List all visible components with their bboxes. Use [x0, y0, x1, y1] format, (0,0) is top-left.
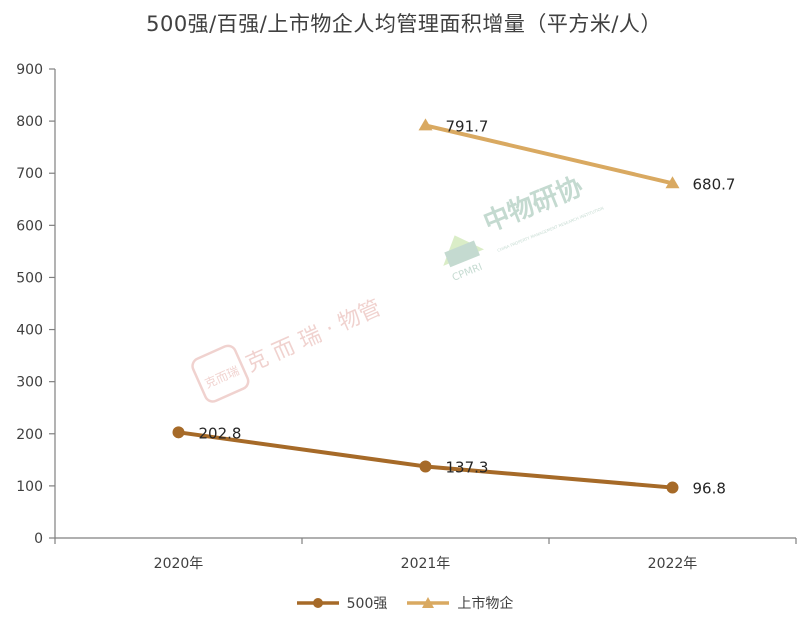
- y-tick-label: 100: [16, 479, 43, 495]
- legend-item-500: 500强: [295, 593, 388, 613]
- legend-label-500: 500强: [346, 596, 388, 612]
- series-0: 202.8 137.3 96.8: [172, 424, 726, 498]
- x-tick-label: 2020年: [154, 556, 204, 572]
- y-tick-label: 700: [16, 166, 43, 182]
- legend-marker-500: [296, 598, 339, 608]
- data-label: 137.3: [446, 458, 489, 476]
- y-tick-label: 600: [16, 218, 43, 234]
- y-tick-label: 400: [16, 323, 43, 339]
- watermark-brand: 中物研协: [479, 172, 587, 239]
- data-label: 96.8: [693, 480, 726, 498]
- y-tick-label: 0: [34, 531, 43, 547]
- y-tick-label: 500: [16, 270, 43, 286]
- series-line: [423, 123, 675, 186]
- legend: 500强 上市物企: [0, 593, 808, 613]
- legend-label-listed: 上市物企: [457, 596, 514, 612]
- data-point: [666, 481, 679, 494]
- y-tick-label: 300: [16, 375, 43, 391]
- data-point: [665, 176, 680, 189]
- data-point: [419, 460, 432, 473]
- watermark-left-text: 克 而 瑞 · 物管: [242, 296, 385, 378]
- legend-marker-listed: [407, 597, 450, 608]
- series-layer: 202.8 137.3 96.8 791.7 680.7: [172, 117, 736, 498]
- series-line: [176, 430, 675, 490]
- watermark-cric: 克而瑞 克 而 瑞 · 物管: [191, 296, 385, 403]
- data-label: 791.7: [446, 117, 489, 135]
- data-label: 202.8: [199, 424, 242, 442]
- y-tick-label: 900: [16, 62, 43, 78]
- data-point: [418, 118, 433, 131]
- y-tick-label: 200: [16, 427, 43, 443]
- series-1: 791.7 680.7: [418, 117, 736, 193]
- x-tick-label: 2022年: [648, 556, 698, 572]
- axes: 0 100 200 300 400 500 600 700 800 900 2020年 2021年 20…: [16, 62, 797, 572]
- data-point: [172, 426, 185, 439]
- y-tick-label: 800: [16, 114, 43, 130]
- x-tick-label: 2021年: [401, 556, 451, 572]
- watermark-cpmri: CPMRI 中物研协 CHINA PROPERTY MANAGEMENT RES…: [443, 172, 604, 284]
- watermark-seal: 克而瑞: [203, 364, 242, 391]
- legend-item-listed: 上市物企: [405, 593, 513, 613]
- data-label: 680.7: [693, 175, 736, 193]
- chart-title: 500强/百强/上市物企人均管理面积增量（平方米/人）: [146, 12, 662, 36]
